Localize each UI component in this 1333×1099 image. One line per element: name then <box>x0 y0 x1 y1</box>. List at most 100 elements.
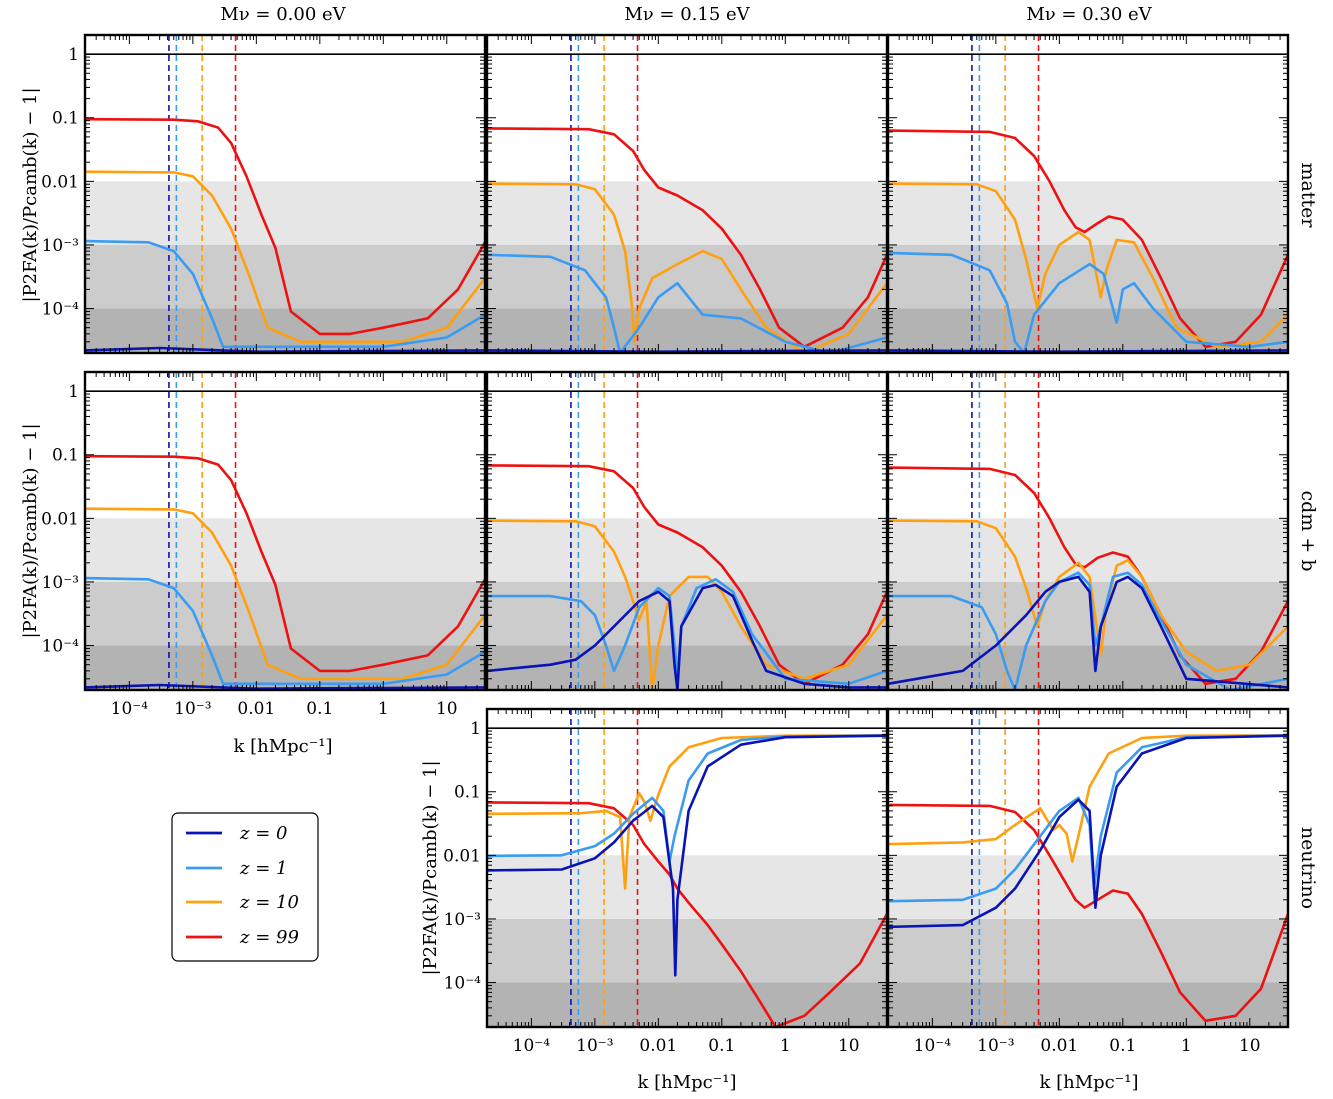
series-group <box>888 129 1288 353</box>
panel-frame <box>83 370 487 692</box>
series-line <box>888 251 1288 353</box>
legend: z = 0 z = 1 z = 10 z = 99 <box>171 812 319 962</box>
y-tick-label: 1 <box>68 45 79 65</box>
series-line <box>888 571 1288 690</box>
ylabel-row-1: |P2FA(k)/Pcamb(k) − 1| <box>20 423 41 638</box>
series-line <box>85 576 485 686</box>
panel-frame <box>886 370 1290 692</box>
series-line <box>888 734 1288 863</box>
x-tick-label: 1 <box>780 1036 791 1056</box>
legend-label-0: z = 0 <box>239 823 287 844</box>
panel-r2-c2: 10⁻⁴ 10⁻³ 0.01 0.1 1 10 <box>886 707 1290 1056</box>
shaded-band-0 <box>85 518 485 582</box>
series-group <box>85 117 485 353</box>
shaded-band-0 <box>888 518 1288 582</box>
series-group <box>487 464 887 690</box>
shaded-band-0 <box>487 181 887 245</box>
x-tick-label: 0.01 <box>1040 1036 1078 1056</box>
x-tick-label: 0.1 <box>306 699 333 719</box>
x-tick-label: 10⁻³ <box>576 1036 613 1056</box>
x-tick-label: 0.01 <box>237 699 275 719</box>
x-tick-label: 0.01 <box>639 1036 677 1056</box>
series-group <box>85 454 485 690</box>
shaded-band-0 <box>487 518 887 582</box>
panel-r1-c0: 10⁻⁴ 10⁻³ 0.01 0.1 1 10⁻⁴ 10⁻³ 0.01 0.1 1 10 <box>41 370 487 719</box>
column-title-1: Mν = 0.15 eV <box>624 4 750 25</box>
series-line <box>85 117 485 336</box>
series-line <box>888 575 1288 689</box>
y-tick-label: 1 <box>470 719 481 739</box>
legend-item-2: z = 10 <box>186 892 299 913</box>
legend-item-1: z = 1 <box>186 858 287 879</box>
panel-r1-c2 <box>886 370 1290 692</box>
series-line <box>85 507 485 681</box>
legend-box <box>171 812 319 962</box>
shaded-band-1 <box>888 581 1288 646</box>
x-tick-label: 1 <box>1181 1036 1192 1056</box>
x-tick-label: 10 <box>1239 1036 1261 1056</box>
legend-label-1: z = 1 <box>239 858 287 879</box>
legend-item-3: z = 99 <box>186 927 299 948</box>
y-tick-label: 0.1 <box>454 783 481 803</box>
shaded-band-0 <box>888 855 1288 919</box>
y-tick-label: 0.01 <box>443 846 481 866</box>
x-tick-label: 0.1 <box>1109 1036 1136 1056</box>
series-line <box>487 127 887 349</box>
x-tick-label: 10⁻⁴ <box>513 1036 551 1056</box>
ylabel-row-0: |P2FA(k)/Pcamb(k) − 1| <box>20 87 41 302</box>
series-line <box>487 519 887 690</box>
row-label-1: cdm + b <box>1297 491 1319 572</box>
x-tick-label: 0.1 <box>708 1036 735 1056</box>
y-tick-label: 10⁻³ <box>42 236 79 256</box>
y-tick-label: 10⁻³ <box>444 910 481 930</box>
series-line <box>487 734 887 890</box>
panel-frame <box>886 707 1290 1029</box>
series-line <box>85 239 485 349</box>
series-line <box>888 349 1288 353</box>
panel-frame <box>886 33 1290 355</box>
x-tick-label: 10⁻⁴ <box>914 1036 952 1056</box>
panel-r2-c1: 10⁻⁴ 10⁻³ 0.01 0.1 1 10⁻⁴ 10⁻³ 0.01 0.1 1 10 <box>443 707 889 1056</box>
column-title-0: Mν = 0.00 eV <box>220 4 346 25</box>
series-line <box>888 519 1288 673</box>
y-tick-label: 0.01 <box>41 509 79 529</box>
row-label-2: neutrino <box>1297 827 1319 909</box>
shaded-band-2 <box>487 982 887 1027</box>
series-line <box>888 734 1288 903</box>
series-line <box>487 583 887 690</box>
series-group <box>888 734 1288 1023</box>
y-tick-label: 0.1 <box>52 446 79 466</box>
column-title-2: Mν = 0.30 eV <box>1026 4 1152 25</box>
shaded-band-1 <box>85 581 485 646</box>
series-line <box>85 454 485 673</box>
shaded-band-2 <box>487 308 887 353</box>
legend-label-2: z = 10 <box>239 892 299 913</box>
y-tick-label: 10⁻⁴ <box>42 300 80 320</box>
ylabel-row-2: |P2FA(k)/Pcamb(k) − 1| <box>420 760 441 975</box>
series-line <box>888 182 1288 349</box>
panels: 10⁻⁴ 10⁻³ 0.01 0.1 1 10⁻⁴ 10⁻³ 0.01 0.1 1 10⁻⁴ 10⁻³… <box>41 33 1290 1056</box>
series-line <box>888 129 1288 349</box>
series-group <box>888 466 1288 690</box>
shaded-band-2 <box>888 982 1288 1027</box>
series-line <box>487 253 887 353</box>
xlabel-col-0: k [hMpc⁻¹] <box>233 736 332 757</box>
shaded-band-1 <box>85 244 485 309</box>
shaded-band-1 <box>487 918 887 983</box>
xlabel-col-1: k [hMpc⁻¹] <box>637 1072 736 1093</box>
x-tick-label: 1 <box>378 699 389 719</box>
series-line <box>487 349 887 353</box>
panel-frame <box>83 33 487 355</box>
y-tick-label: 10⁻³ <box>42 573 79 593</box>
x-tick-label: 10 <box>436 699 458 719</box>
series-line <box>888 466 1288 686</box>
x-tick-label: 10 <box>838 1036 860 1056</box>
shaded-band-0 <box>487 855 887 919</box>
series-line <box>888 803 1288 1023</box>
series-line <box>888 734 1288 929</box>
x-tick-label: 10⁻⁴ <box>111 699 149 719</box>
panel-r0-c0: 10⁻⁴ 10⁻³ 0.01 0.1 1 <box>41 33 487 355</box>
x-tick-label: 10⁻³ <box>174 699 211 719</box>
x-tick-label: 10⁻³ <box>977 1036 1014 1056</box>
